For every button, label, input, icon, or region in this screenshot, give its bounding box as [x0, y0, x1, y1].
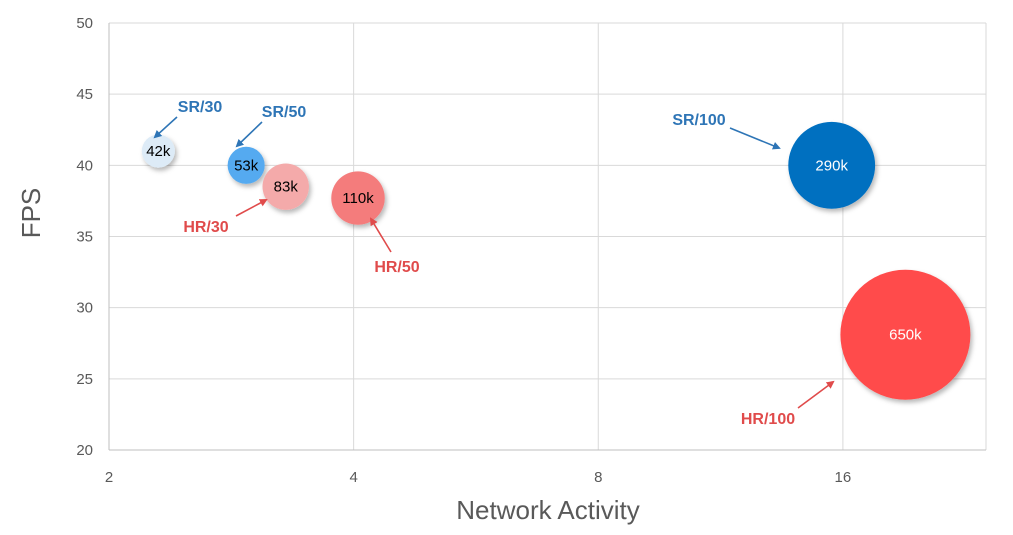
annotations: SR/30 SR/50 HR/30 HR/50 SR/100 HR/100 — [153, 99, 835, 428]
bubble-label: 650k — [889, 327, 922, 344]
y-tick-label: 40 — [76, 157, 93, 174]
x-tick-label: 8 — [594, 469, 602, 486]
annotation-arrow — [729, 127, 781, 150]
y-tick-label: 20 — [76, 442, 93, 459]
bubble-label: 110k — [342, 190, 374, 207]
annotation-label: SR/100 — [672, 112, 725, 129]
y-tick-label: 50 — [76, 15, 93, 32]
bubble — [141, 134, 175, 168]
bubble — [840, 269, 971, 400]
x-tick-label: 16 — [835, 469, 852, 486]
annotation-label: HR/100 — [741, 411, 795, 428]
annotation-label: HR/50 — [374, 259, 419, 276]
x-tick-label: 4 — [349, 469, 357, 486]
tick-labels: 20 25 30 35 40 45 50 2 4 8 16 — [76, 15, 851, 486]
y-tick-label: 25 — [76, 371, 93, 388]
y-tick-label: 30 — [76, 300, 93, 317]
bubble — [331, 171, 385, 225]
bubble — [227, 146, 265, 184]
bubble — [262, 163, 309, 210]
annotation-arrow — [797, 380, 835, 409]
annotation-arrow — [153, 116, 178, 139]
grid-lines — [108, 22, 987, 451]
annotation-arrow — [369, 217, 392, 253]
bubble-label: 42k — [146, 143, 171, 160]
bubble-label: 290k — [815, 157, 848, 174]
y-axis-title: FPS — [16, 188, 46, 239]
x-tick-label: 2 — [105, 469, 113, 486]
annotation-arrow — [235, 121, 263, 148]
annotation-label: SR/50 — [262, 104, 307, 121]
annotation-arrow — [235, 199, 268, 217]
bubbles: 42k 53k 83k 110k 290k 650k — [141, 121, 971, 400]
bubble — [788, 121, 876, 209]
annotation-label: HR/30 — [183, 219, 228, 236]
y-tick-label: 35 — [76, 229, 93, 246]
bubble-label: 83k — [274, 179, 299, 196]
bubble-label: 53k — [234, 157, 259, 174]
y-tick-label: 45 — [76, 86, 93, 103]
axes — [108, 23, 986, 451]
x-axis-title: Network Activity — [456, 495, 640, 525]
annotation-label: SR/30 — [178, 99, 223, 116]
